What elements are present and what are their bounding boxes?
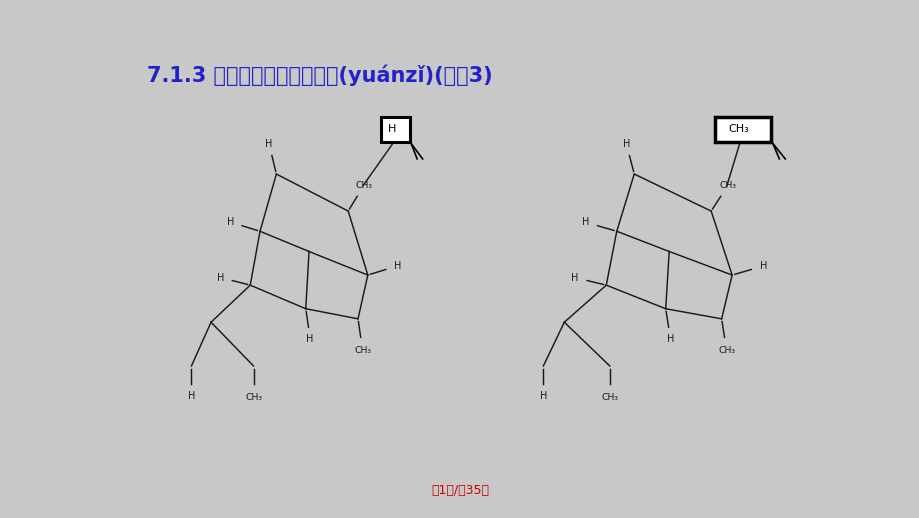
Text: 7.1.3 选择工具快捷变换原子(yuánzǐ)(方法3): 7.1.3 选择工具快捷变换原子(yuánzǐ)(方法3) [147, 65, 493, 87]
Text: H: H [539, 391, 547, 401]
Text: H: H [571, 272, 578, 283]
Bar [380, 117, 409, 142]
Text: H: H [227, 217, 234, 227]
Text: H: H [265, 139, 272, 149]
Text: CH₃: CH₃ [719, 181, 735, 190]
Text: CH₃: CH₃ [244, 394, 262, 402]
Text: CH₃: CH₃ [355, 181, 372, 190]
Text: H: H [393, 261, 401, 271]
Text: H: H [217, 272, 224, 283]
Text: H: H [306, 334, 313, 344]
Text: H: H [622, 139, 630, 149]
Text: H: H [666, 334, 674, 344]
Text: 第1页/全35页: 第1页/全35页 [430, 484, 489, 497]
Text: H: H [187, 391, 195, 401]
Text: CH₃: CH₃ [601, 394, 618, 402]
Text: H: H [581, 217, 588, 227]
Bar [714, 117, 770, 142]
Text: CH₃: CH₃ [718, 347, 734, 355]
Text: CH₃: CH₃ [727, 124, 748, 134]
Text: H: H [387, 124, 395, 134]
Text: H: H [759, 261, 766, 271]
Text: CH₃: CH₃ [354, 347, 370, 355]
